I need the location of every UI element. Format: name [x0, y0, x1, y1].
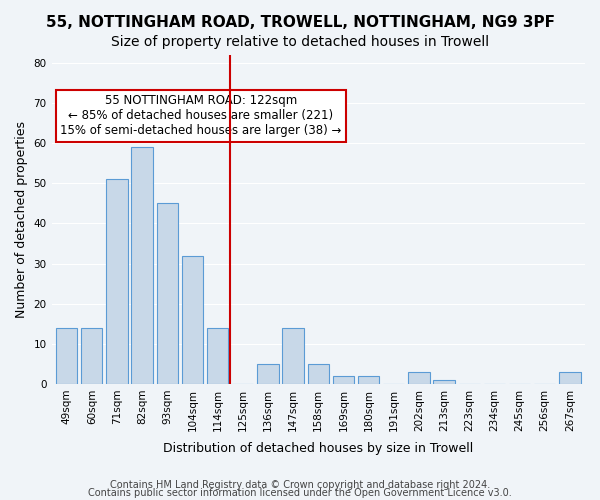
Bar: [106, 180, 128, 384]
X-axis label: Distribution of detached houses by size in Trowell: Distribution of detached houses by size …: [163, 442, 473, 455]
Bar: [308, 364, 329, 384]
Bar: [182, 256, 203, 384]
Y-axis label: Number of detached properties: Number of detached properties: [15, 121, 28, 318]
Bar: [81, 328, 103, 384]
Text: Contains public sector information licensed under the Open Government Licence v3: Contains public sector information licen…: [88, 488, 512, 498]
Bar: [257, 364, 278, 384]
Bar: [433, 380, 455, 384]
Bar: [56, 328, 77, 384]
Bar: [333, 376, 354, 384]
Bar: [283, 328, 304, 384]
Bar: [157, 204, 178, 384]
Bar: [207, 328, 229, 384]
Bar: [559, 372, 581, 384]
Bar: [358, 376, 379, 384]
Text: 55 NOTTINGHAM ROAD: 122sqm
← 85% of detached houses are smaller (221)
15% of sem: 55 NOTTINGHAM ROAD: 122sqm ← 85% of deta…: [60, 94, 341, 138]
Bar: [131, 148, 153, 384]
Bar: [408, 372, 430, 384]
Text: 55, NOTTINGHAM ROAD, TROWELL, NOTTINGHAM, NG9 3PF: 55, NOTTINGHAM ROAD, TROWELL, NOTTINGHAM…: [46, 15, 554, 30]
Text: Size of property relative to detached houses in Trowell: Size of property relative to detached ho…: [111, 35, 489, 49]
Text: Contains HM Land Registry data © Crown copyright and database right 2024.: Contains HM Land Registry data © Crown c…: [110, 480, 490, 490]
